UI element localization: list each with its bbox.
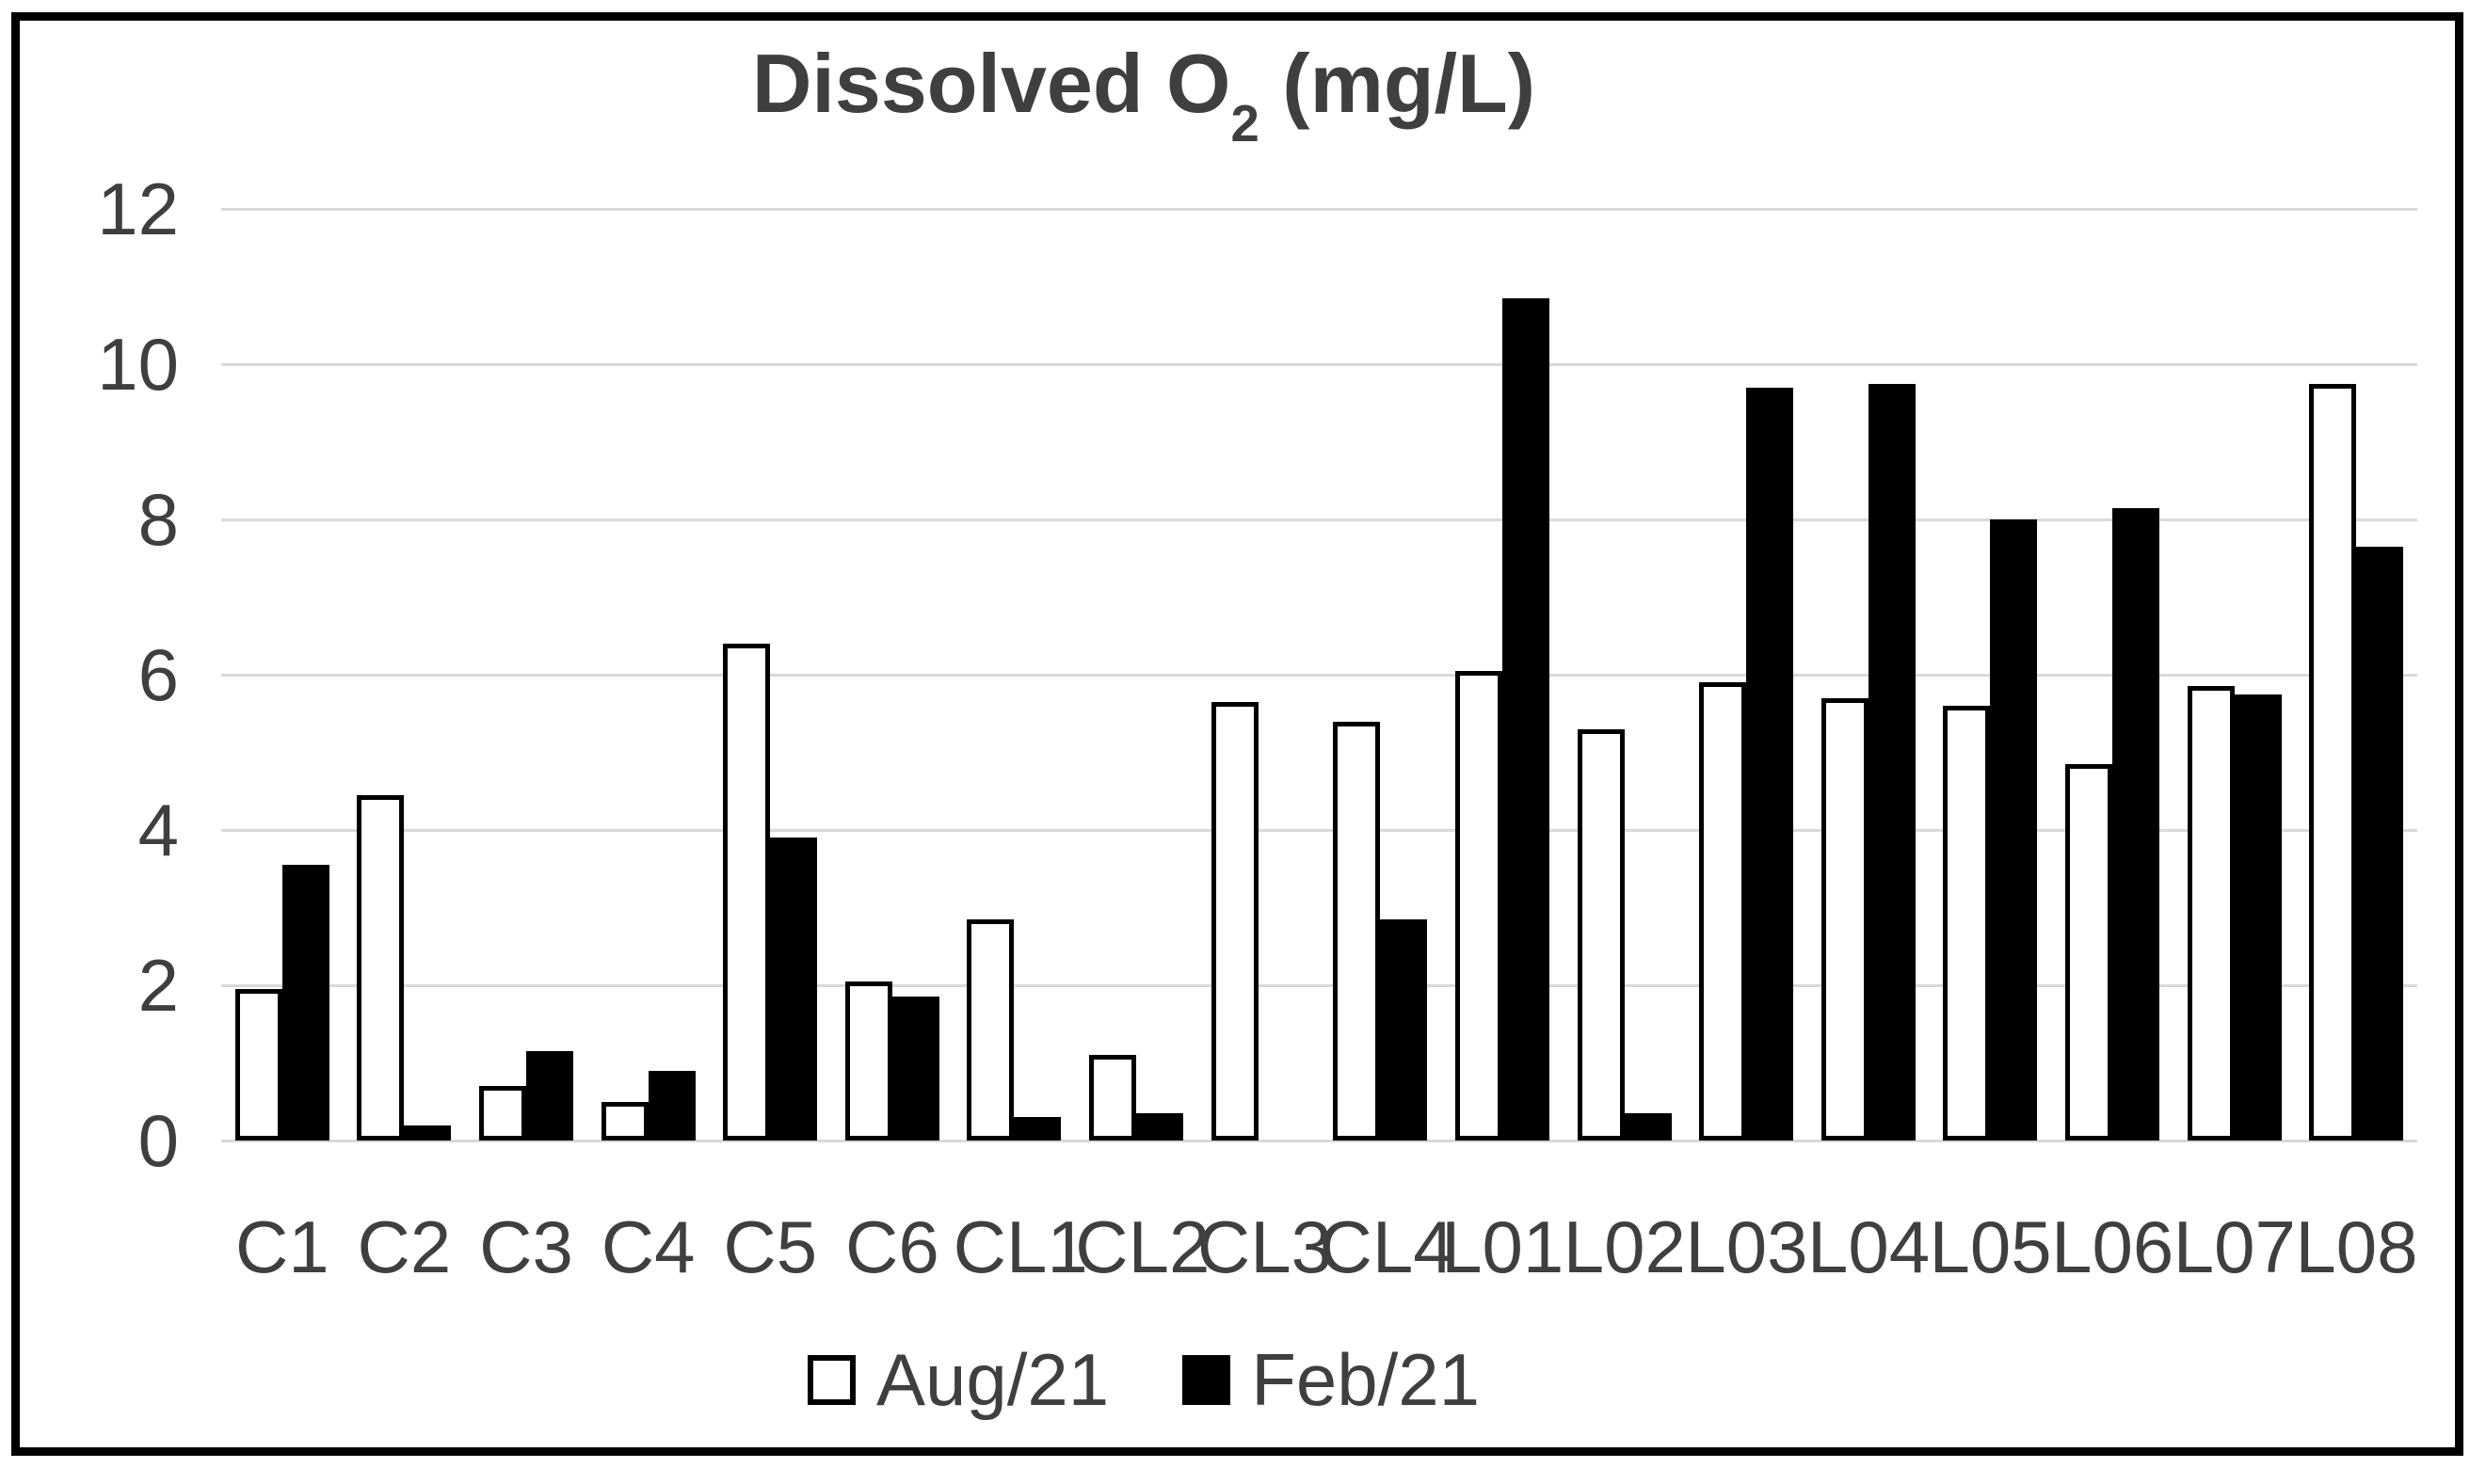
feb21-bar-c5	[770, 838, 818, 1141]
chart-title: Dissolved O2 (mg/L)	[751, 37, 1536, 152]
y-tick-label: 12	[97, 168, 179, 250]
y-tick-label: 10	[97, 323, 179, 406]
gridline	[221, 673, 2417, 677]
aug21-bar-c5	[723, 644, 771, 1141]
y-tick-label: 6	[137, 633, 179, 716]
x-axis-label-c5: C5	[723, 1205, 818, 1288]
aug21-bar-l06	[2064, 763, 2112, 1141]
x-axis-label-cl3: CL3	[1196, 1205, 1332, 1288]
x-axis-label-cl2: CL2	[1075, 1205, 1211, 1288]
feb21-bar-l04	[1868, 383, 1916, 1141]
aug21-bar-cl3	[1211, 701, 1259, 1141]
aug21-bar-l03	[1699, 682, 1747, 1141]
feb21-bar-l03	[1746, 387, 1794, 1141]
legend-item-aug21: Aug/21	[807, 1338, 1110, 1421]
x-axis-label-l03: L03	[1685, 1205, 1808, 1288]
x-axis-label-cl1: CL1	[953, 1205, 1088, 1288]
feb21-bar-cl2	[1136, 1113, 1184, 1141]
x-axis-label-c1: C1	[234, 1205, 329, 1288]
aug21-bar-c3	[479, 1086, 527, 1141]
x-axis-label-l06: L06	[2051, 1205, 2174, 1288]
x-axis-label-l01: L01	[1441, 1205, 1564, 1288]
feb21-bar-l08	[2356, 546, 2404, 1141]
feb21-bar-c1	[281, 865, 329, 1141]
feb21-bar-l06	[2111, 507, 2159, 1141]
gridline	[221, 207, 2417, 211]
aug21-bar-l01	[1454, 670, 1502, 1141]
y-tick-label: 2	[137, 944, 179, 1027]
aug21-bar-l02	[1577, 728, 1625, 1141]
x-axis-line	[221, 1139, 2417, 1142]
aug21-bar-l07	[2187, 686, 2235, 1141]
y-tick-label: 0	[137, 1099, 179, 1182]
aug21-bar-c1	[234, 989, 282, 1141]
feb21-bar-cl4	[1380, 918, 1428, 1141]
x-axis-label-cl4: CL4	[1319, 1205, 1454, 1288]
aug21-bar-cl2	[1089, 1055, 1137, 1141]
feb21-bar-l07	[2234, 694, 2282, 1141]
legend-label: Aug/21	[875, 1338, 1110, 1421]
gridline	[221, 518, 2417, 521]
legend-swatch-icon	[1182, 1354, 1231, 1405]
x-axis-label-l07: L07	[2173, 1205, 2296, 1288]
y-tick-label: 8	[137, 478, 179, 561]
feb21-bar-l02	[1624, 1113, 1672, 1141]
legend: Aug/21 Feb/21	[0, 1340, 2287, 1419]
x-axis-label-l02: L02	[1563, 1205, 1686, 1288]
gridline	[221, 362, 2417, 366]
aug21-bar-c4	[601, 1101, 649, 1141]
feb21-bar-c4	[648, 1070, 696, 1141]
aug21-bar-c2	[357, 794, 405, 1141]
aug21-bar-cl4	[1333, 721, 1381, 1141]
feb21-bar-c6	[891, 997, 939, 1141]
feb21-bar-c2	[404, 1125, 452, 1141]
aug21-bar-l04	[1820, 697, 1869, 1141]
feb21-bar-c3	[526, 1051, 574, 1141]
legend-label: Feb/21	[1251, 1338, 1481, 1421]
aug21-bar-cl1	[967, 918, 1015, 1141]
aug21-bar-l05	[1943, 706, 1991, 1141]
feb21-bar-cl1	[1014, 1117, 1062, 1141]
feb21-bar-l01	[1501, 297, 1549, 1141]
x-axis-label-l05: L05	[1929, 1205, 2052, 1288]
feb21-bar-l05	[1990, 519, 2038, 1141]
x-axis-label-l04: L04	[1806, 1205, 1931, 1288]
x-axis-label-c4: C4	[601, 1205, 696, 1288]
aug21-bar-l08	[2309, 383, 2357, 1141]
legend-swatch-icon	[807, 1354, 856, 1405]
gridline	[221, 983, 2417, 987]
x-axis-label-c2: C2	[357, 1205, 452, 1288]
title-subscript: 2	[1230, 94, 1259, 152]
y-tick-label: 4	[137, 789, 179, 871]
x-axis-label-c6: C6	[844, 1205, 939, 1288]
x-axis-label-c3: C3	[479, 1205, 573, 1288]
x-axis-label-l08: L08	[2295, 1205, 2418, 1288]
gridline	[221, 828, 2417, 832]
aug21-bar-c6	[844, 981, 892, 1141]
legend-item-feb21: Feb/21	[1182, 1340, 1480, 1419]
